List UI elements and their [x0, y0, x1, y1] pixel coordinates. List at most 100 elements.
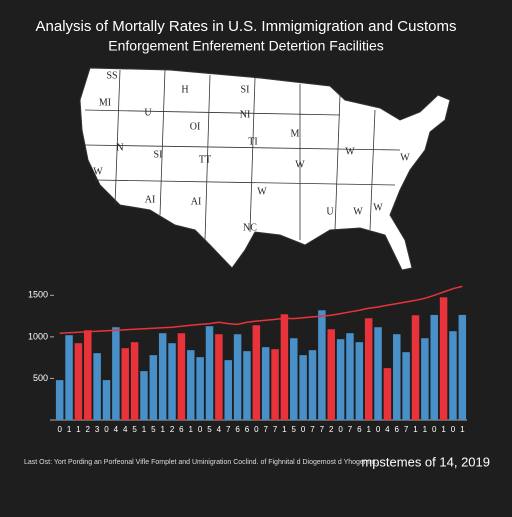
x-tick-label: 7	[404, 425, 409, 434]
bar	[168, 343, 176, 420]
bar	[130, 342, 139, 420]
x-tick-label: 7	[320, 425, 325, 434]
bar	[393, 334, 401, 420]
bar	[93, 353, 101, 420]
x-tick-label: 4	[114, 425, 119, 434]
x-tick-label: 0	[451, 425, 456, 434]
x-tick-label: 7	[310, 425, 315, 434]
state-label: W	[295, 159, 305, 170]
bar	[243, 351, 251, 420]
state-label: W	[257, 186, 267, 197]
state-label: U	[326, 206, 334, 217]
bar	[318, 310, 326, 420]
x-tick-label: 1	[160, 425, 165, 434]
bar	[439, 297, 448, 420]
x-tick-label: 1	[282, 425, 287, 434]
x-tick-label: 0	[254, 425, 259, 434]
bar	[252, 325, 261, 420]
bar	[224, 360, 232, 420]
state-label: W	[353, 206, 363, 217]
bar	[102, 380, 111, 420]
bar	[374, 327, 382, 420]
state-label: W	[400, 152, 410, 163]
bar	[261, 347, 270, 420]
source: mpstemes of 14, 2019	[361, 454, 490, 469]
x-tick-label: 7	[226, 425, 231, 434]
x-tick-label: 4	[217, 425, 222, 434]
state-label: U	[144, 107, 152, 118]
x-tick-label: 6	[235, 425, 240, 434]
x-tick-label: 7	[273, 425, 278, 434]
state-borders	[84, 69, 401, 241]
bar	[140, 371, 148, 420]
x-tick-label: 4	[385, 425, 390, 434]
x-tick-label: 0	[301, 425, 306, 434]
x-tick-label: 5	[292, 425, 297, 434]
x-tick-label: 0	[198, 425, 203, 434]
bar	[271, 349, 279, 420]
bar	[215, 334, 223, 420]
state-label: W	[93, 166, 103, 177]
x-tick-label: 0	[104, 425, 109, 434]
bar	[233, 334, 242, 420]
x-tick-label: 6	[395, 425, 400, 434]
x-tick-label: 3	[95, 425, 100, 434]
x-tick-label: 1	[67, 425, 72, 434]
bar	[364, 318, 373, 420]
chart-subtitle: Enforgement Enferement Detertion Facilit…	[108, 38, 383, 54]
x-tick-label: 1	[423, 425, 428, 434]
chart-title: Analysis of Mortally Rates in U.S. Immig…	[36, 18, 457, 35]
x-tick-label: 6	[179, 425, 184, 434]
state-label: NI	[240, 109, 251, 120]
bar	[290, 338, 298, 420]
bar	[149, 355, 158, 420]
x-tick-label: 7	[348, 425, 353, 434]
bar	[177, 333, 186, 420]
bar	[346, 333, 354, 420]
bar	[421, 338, 429, 420]
bar	[411, 315, 420, 420]
state-labels: SS H SI MI U OI NI N SI TT TI W AI AI W …	[93, 70, 410, 233]
state-label: TI	[248, 136, 257, 147]
state-label: W	[373, 202, 383, 213]
bar	[402, 352, 410, 420]
bar	[327, 329, 335, 420]
x-tick-label: 5	[207, 425, 212, 434]
trend-line	[59, 285, 463, 334]
bar	[383, 368, 392, 420]
state-label: AI	[191, 196, 202, 207]
state-label: M	[291, 128, 300, 139]
x-tick-label: 0	[338, 425, 343, 434]
state-label: N	[116, 142, 123, 153]
state-label: SS	[106, 70, 117, 81]
state-label: W	[345, 146, 355, 157]
x-tick-label: 7	[263, 425, 268, 434]
state-label: SI	[241, 84, 250, 95]
bar	[458, 314, 467, 420]
state-label: H	[181, 84, 188, 95]
x-tick-label: 4	[123, 425, 128, 434]
bar	[280, 314, 289, 420]
bar	[308, 350, 317, 420]
bar	[336, 339, 345, 420]
x-tick-label: 2	[329, 425, 334, 434]
bar	[187, 350, 195, 420]
x-tick-label: 0	[376, 425, 381, 434]
state-label: OI	[190, 121, 201, 132]
bar	[449, 331, 457, 420]
bar	[65, 335, 73, 420]
x-tick-label: 5	[132, 425, 137, 434]
state-label: SI	[154, 149, 163, 160]
x-tick-label: 1	[413, 425, 418, 434]
bar	[74, 343, 83, 420]
x-tick-label: 1	[441, 425, 446, 434]
bar	[355, 342, 364, 420]
y-tick-label: 500	[33, 373, 48, 383]
bar	[112, 327, 120, 420]
x-tick-label: 2	[170, 425, 175, 434]
bar	[299, 355, 307, 420]
y-tick-label: 1500	[28, 290, 48, 300]
bar	[205, 326, 214, 420]
x-tick-label: 6	[357, 425, 362, 434]
